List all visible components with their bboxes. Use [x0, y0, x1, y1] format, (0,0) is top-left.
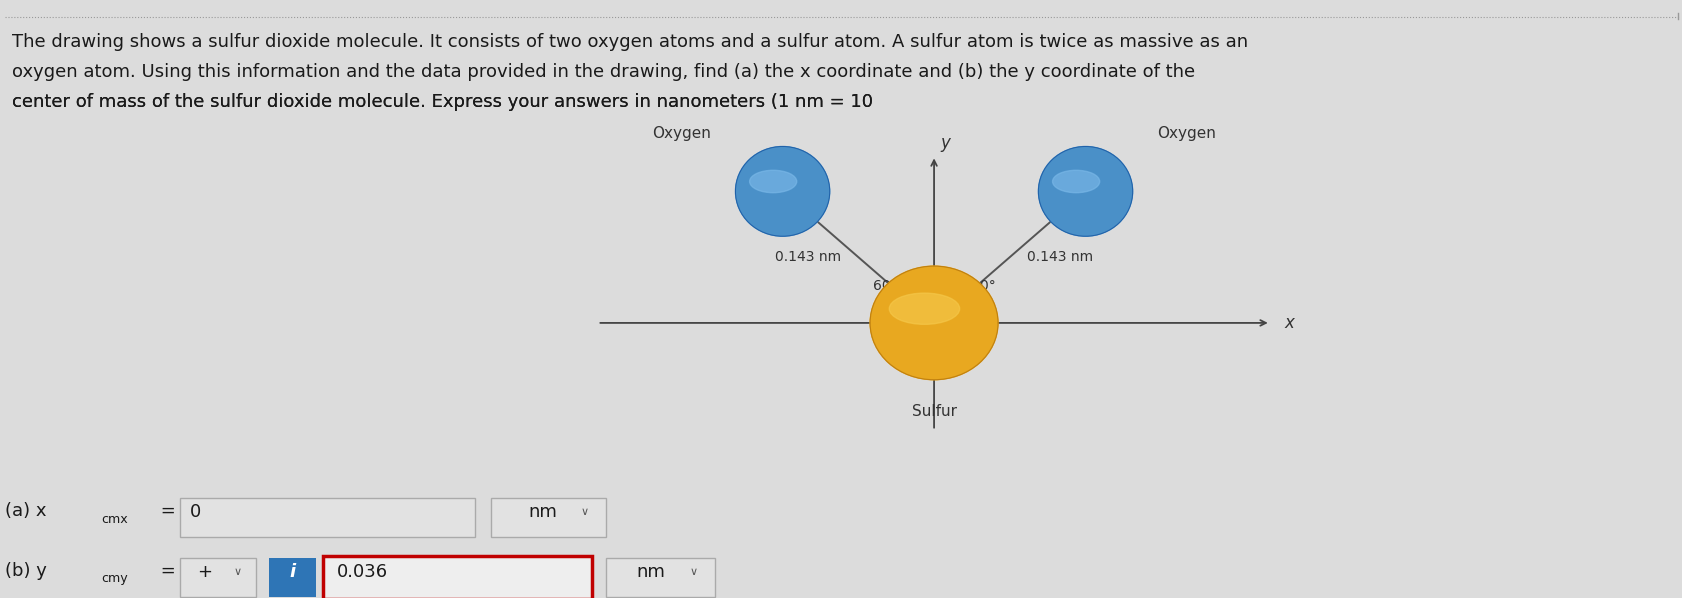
Text: The drawing shows a sulfur dioxide molecule. It consists of two oxygen atoms and: The drawing shows a sulfur dioxide molec…	[12, 33, 1246, 51]
Text: y: y	[940, 135, 950, 152]
Text: nm: nm	[528, 504, 557, 521]
Text: x: x	[1283, 314, 1293, 332]
Text: center of mass of the sulfur dioxide molecule. Express your answers in nanometer: center of mass of the sulfur dioxide mol…	[12, 93, 873, 111]
Ellipse shape	[748, 170, 796, 193]
Text: ∨: ∨	[234, 568, 242, 577]
Text: (b) y: (b) y	[5, 562, 47, 580]
Ellipse shape	[735, 147, 829, 236]
FancyBboxPatch shape	[323, 556, 592, 598]
Ellipse shape	[888, 293, 959, 324]
Text: 60.0°: 60.0°	[873, 279, 910, 293]
Text: =: =	[155, 562, 175, 580]
Text: Oxygen: Oxygen	[653, 126, 710, 141]
Text: cmx: cmx	[101, 512, 128, 526]
Text: oxygen atom. Using this information and the data provided in the drawing, find (: oxygen atom. Using this information and …	[12, 63, 1194, 81]
Text: cmy: cmy	[101, 572, 128, 585]
Text: (a) x: (a) x	[5, 502, 47, 520]
Text: 0: 0	[190, 504, 202, 521]
Ellipse shape	[1051, 170, 1098, 193]
Ellipse shape	[1038, 147, 1132, 236]
Text: 0.143 nm: 0.143 nm	[775, 250, 841, 264]
Ellipse shape	[870, 266, 997, 380]
Text: i: i	[289, 563, 296, 581]
Text: +: +	[197, 563, 212, 581]
FancyBboxPatch shape	[606, 558, 715, 597]
FancyBboxPatch shape	[491, 498, 606, 537]
FancyBboxPatch shape	[180, 498, 474, 537]
Text: nm: nm	[636, 563, 664, 581]
Text: 0.143 nm: 0.143 nm	[1026, 250, 1092, 264]
Text: =: =	[155, 502, 175, 520]
Text: 60.0°: 60.0°	[957, 279, 994, 293]
Text: ∨: ∨	[690, 568, 698, 577]
Text: center of mass of the sulfur dioxide molecule. Express your answers in nanometer: center of mass of the sulfur dioxide mol…	[12, 93, 873, 111]
Text: Oxygen: Oxygen	[1157, 126, 1214, 141]
Text: 0.036: 0.036	[336, 563, 387, 581]
FancyBboxPatch shape	[180, 558, 256, 597]
Text: ∨: ∨	[580, 508, 589, 517]
Text: Sulfur: Sulfur	[912, 404, 955, 419]
FancyBboxPatch shape	[269, 558, 316, 597]
